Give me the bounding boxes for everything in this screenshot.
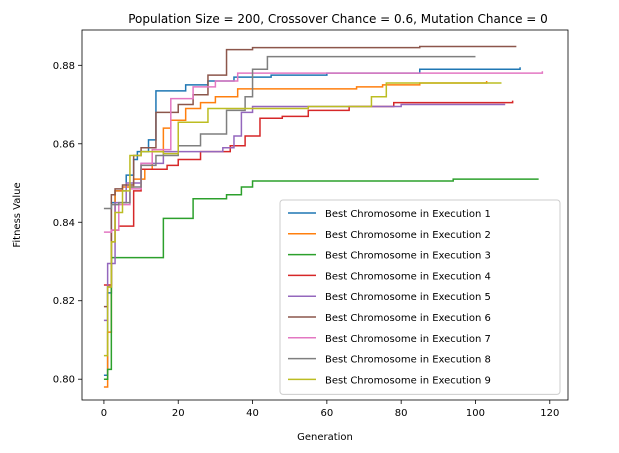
plot-frame: [81, 29, 569, 401]
series-line-execution-7: [103, 71, 544, 233]
x-tick-label: 40: [246, 408, 259, 419]
x-tick-label: 0: [101, 408, 107, 419]
y-axis: 0.80 0.82 0.84 0.86 0.88: [53, 61, 82, 386]
x-tick-label: 120: [540, 408, 559, 419]
y-tick-label: 0.80: [53, 375, 75, 386]
legend-entry: Best Chromosome in Execution 7: [325, 334, 491, 345]
x-tick-label: 100: [466, 408, 485, 419]
plot-area: [81, 29, 569, 401]
y-tick-label: 0.88: [53, 61, 75, 72]
y-tick-label: 0.84: [53, 218, 75, 229]
series-line-execution-8: [103, 55, 476, 210]
series-line-execution-6: [103, 45, 517, 308]
legend-entry: Best Chromosome in Execution 1: [325, 209, 491, 220]
legend-entry: Best Chromosome in Execution 2: [325, 230, 491, 241]
series-line-execution-3: [103, 178, 539, 380]
legend-entry: Best Chromosome in Execution 4: [325, 271, 491, 282]
series-layer: [103, 45, 544, 388]
x-tick-label: 80: [395, 408, 408, 419]
legend-entry: Best Chromosome in Execution 6: [325, 313, 491, 324]
x-axis-label: Generation: [297, 432, 353, 443]
y-tick-label: 0.82: [53, 296, 75, 307]
legend-entry: Best Chromosome in Execution 8: [325, 355, 491, 366]
legend-box: [279, 199, 561, 395]
legend-entry: Best Chromosome in Execution 9: [325, 375, 491, 386]
x-tick-label: 60: [320, 408, 333, 419]
x-axis: 0 20 40 60 80 100 120: [101, 400, 559, 419]
series-line-execution-9: [103, 82, 502, 357]
chart-title: Population Size = 200, Crossover Chance …: [128, 12, 548, 26]
series-line-execution-4: [103, 100, 514, 286]
y-axis-label: Fitness Value: [12, 182, 23, 247]
legend: Best Chromosome in Execution 1 Best Chrom…: [279, 199, 561, 395]
y-tick-label: 0.86: [53, 139, 75, 150]
legend-entry: Best Chromosome in Execution 5: [325, 292, 491, 303]
x-tick-label: 20: [172, 408, 185, 419]
legend-entry: Best Chromosome in Execution 3: [325, 251, 491, 262]
